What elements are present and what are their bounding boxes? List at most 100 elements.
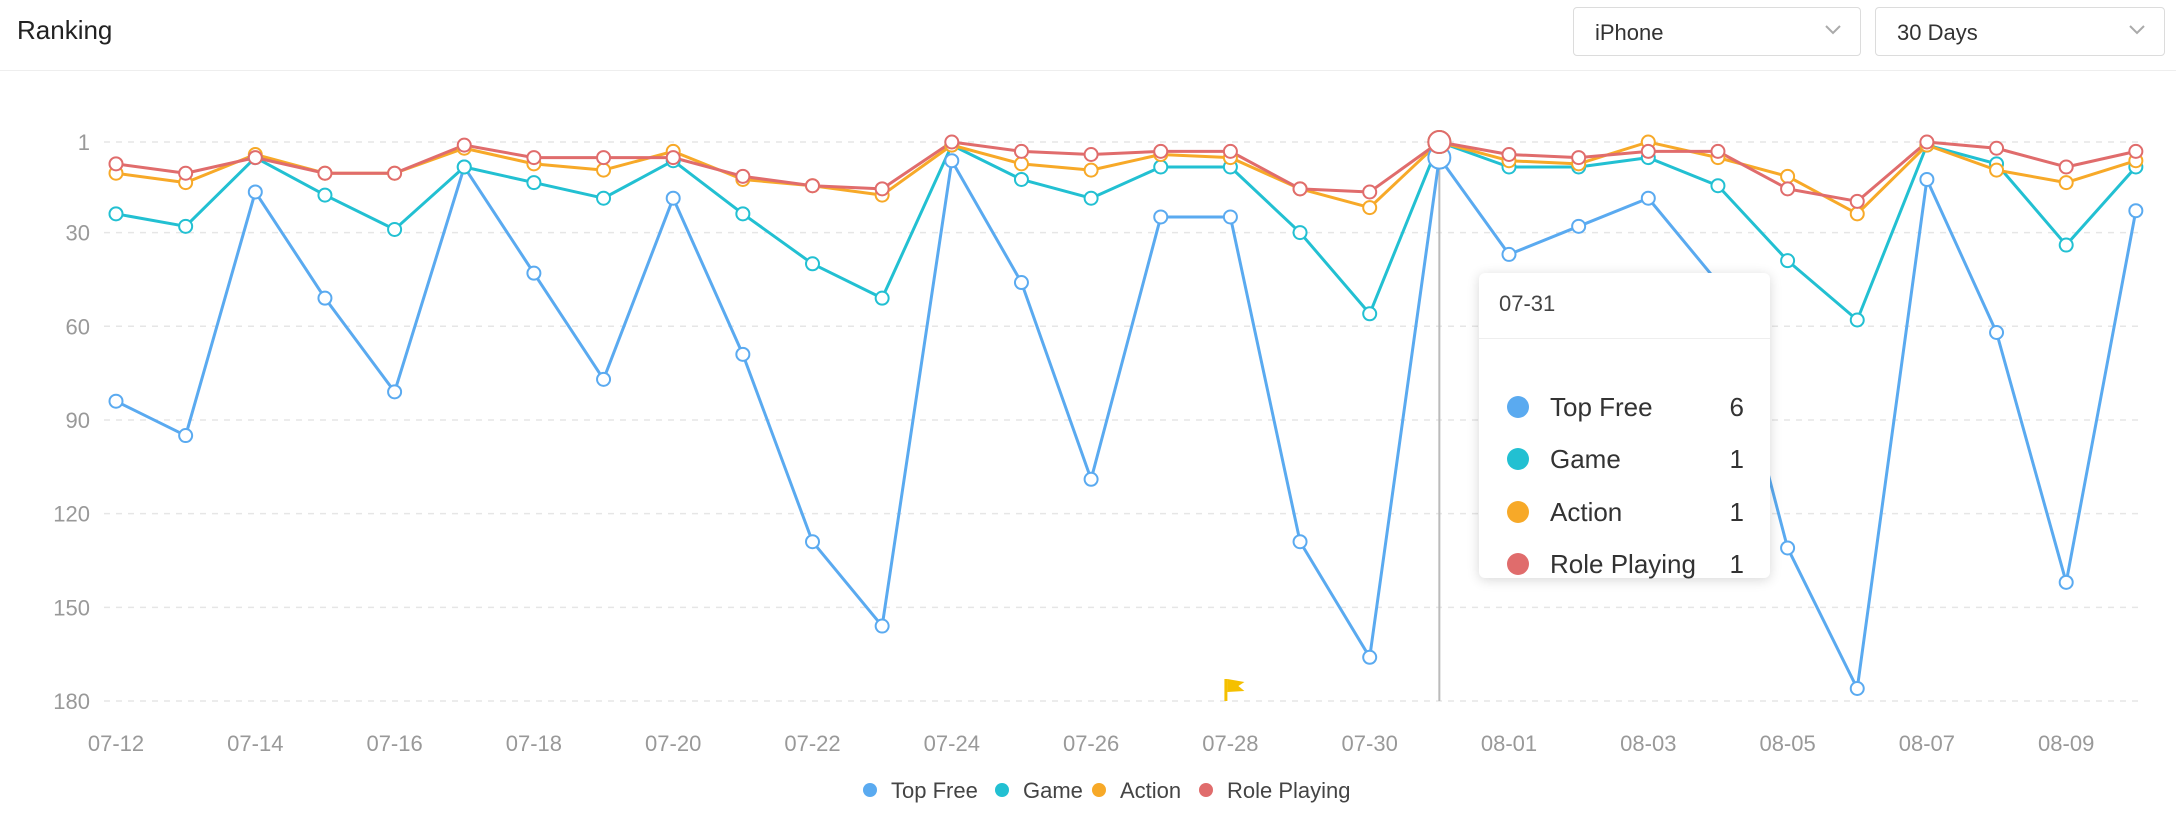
- x-tick-label: 07-24: [924, 731, 980, 756]
- y-tick-label: 30: [66, 221, 90, 246]
- chevron-down-icon: [1825, 25, 1841, 35]
- data-point: [1083, 190, 1099, 206]
- data-point: [178, 428, 194, 444]
- data-point: [1640, 190, 1656, 206]
- x-tick-label: 08-01: [1481, 731, 1537, 756]
- data-point: [1849, 681, 1865, 697]
- series-line-game: [115, 140, 2137, 322]
- tooltip-date: 07-31: [1499, 291, 1556, 316]
- data-point: [2128, 203, 2144, 219]
- data-point: [317, 290, 333, 306]
- tooltip-series-value: 1: [1729, 497, 1744, 527]
- tooltip-row-game: Game 1: [1479, 440, 1770, 480]
- tooltip-series-value: 1: [1729, 444, 1744, 474]
- data-point: [1780, 540, 1796, 556]
- x-tick-label: 07-28: [1202, 731, 1258, 756]
- data-point: [596, 162, 612, 178]
- data-point: [1919, 171, 1935, 187]
- data-point: [874, 290, 890, 306]
- data-point: [596, 371, 612, 387]
- chart-tooltip: 07-31 Top Free 6 Game 1 Action 1 Role Pl…: [1479, 273, 1770, 579]
- header-bar: Ranking iPhone 30 Days: [0, 0, 2176, 71]
- data-point: [1501, 246, 1517, 262]
- data-point: [944, 134, 960, 150]
- tooltip-row-top-free: Top Free 6: [1479, 388, 1770, 428]
- data-point: [1222, 209, 1238, 225]
- data-point: [1780, 253, 1796, 269]
- data-point: [2058, 159, 2074, 175]
- data-point: [1013, 275, 1029, 291]
- data-point: [1362, 200, 1378, 216]
- data-point: [1919, 134, 1935, 150]
- data-point: [317, 187, 333, 203]
- y-tick-label: 1: [78, 130, 90, 155]
- data-point: [1362, 306, 1378, 322]
- y-tick-label: 150: [53, 595, 90, 620]
- x-tick-label: 07-18: [506, 731, 562, 756]
- data-point: [1427, 130, 1452, 154]
- period-select-value: 30 Days: [1897, 20, 1978, 45]
- data-point: [526, 265, 542, 281]
- data-point: [735, 168, 751, 184]
- data-point: [1989, 162, 2005, 178]
- data-point: [1710, 143, 1726, 159]
- x-tick-label: 08-03: [1620, 731, 1676, 756]
- data-point: [1013, 143, 1029, 159]
- data-point: [596, 190, 612, 206]
- tooltip-series-name: Game: [1550, 444, 1621, 474]
- data-point: [805, 534, 820, 550]
- data-point: [1780, 181, 1796, 197]
- data-point: [1292, 225, 1308, 241]
- x-tick-label: 07-16: [366, 731, 422, 756]
- data-point: [1780, 168, 1796, 184]
- data-point: [387, 165, 403, 181]
- legend-dot: [1092, 783, 1106, 797]
- data-point: [805, 178, 820, 194]
- legend-item: Top Free: [891, 778, 978, 803]
- data-point: [108, 206, 124, 222]
- data-point: [387, 221, 403, 237]
- data-point: [1571, 218, 1587, 234]
- data-point: [1989, 140, 2005, 156]
- tooltip-series-name: Action: [1550, 497, 1623, 527]
- data-point: [1292, 181, 1308, 197]
- data-point: [1153, 143, 1169, 159]
- series-dot: [1507, 448, 1529, 470]
- series-line-role-playing: [115, 140, 2137, 203]
- data-point: [526, 175, 542, 191]
- data-point: [944, 153, 960, 169]
- page-title: Ranking: [17, 15, 113, 45]
- y-tick-label: 90: [66, 408, 90, 433]
- tooltip-series-name: Top Free: [1550, 392, 1653, 422]
- data-point: [665, 150, 681, 166]
- x-tick-label: 07-30: [1342, 731, 1398, 756]
- device-select[interactable]: iPhone: [1573, 7, 1861, 56]
- data-point: [1710, 178, 1726, 194]
- data-point: [387, 384, 403, 400]
- data-point: [665, 190, 681, 206]
- series-line-top-free: [115, 156, 2138, 691]
- data-point: [247, 150, 263, 166]
- data-point: [1153, 209, 1169, 225]
- data-point: [874, 618, 890, 634]
- tooltip-series-value: 6: [1729, 392, 1744, 422]
- data-point: [108, 393, 124, 409]
- data-point: [1571, 150, 1587, 166]
- data-point: [2058, 175, 2074, 191]
- x-tick-label: 08-09: [2038, 731, 2094, 756]
- data-point: [317, 165, 333, 181]
- period-select[interactable]: 30 Days: [1875, 7, 2165, 56]
- x-tick-label: 07-26: [1063, 731, 1119, 756]
- data-point: [2058, 237, 2074, 253]
- data-point: [456, 159, 472, 175]
- x-tick-label: 08-07: [1899, 731, 1955, 756]
- data-point: [1849, 206, 1865, 222]
- data-point: [735, 206, 751, 222]
- y-tick-label: 60: [66, 314, 90, 339]
- legend-dot: [1199, 783, 1213, 797]
- data-point: [526, 150, 542, 166]
- ranking-chart[interactable]: 1 30 60 90 120 150 180 07-12 07-14 07-16 07-18 07-2…: [0, 71, 2176, 826]
- data-point: [596, 150, 612, 166]
- data-point: [247, 184, 263, 200]
- data-point: [874, 181, 890, 197]
